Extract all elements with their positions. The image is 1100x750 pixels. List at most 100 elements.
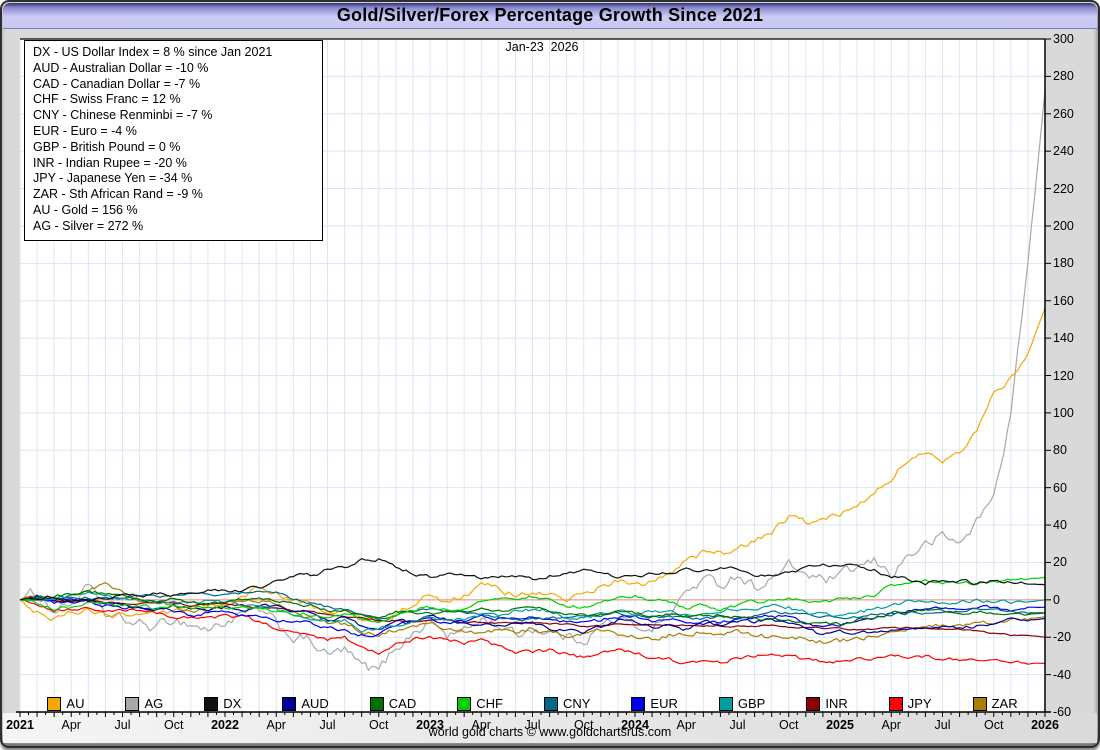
series-line-inr [19,598,1046,638]
x-tick-label-2026: 2026 [1031,718,1059,732]
legend-box-line: JPY - Japanese Yen = -34 % [33,171,193,186]
last-date-label: Jan-23 2026 [505,40,579,54]
x-tick-label-jul: Jul [319,718,336,732]
y-tick-label: 140 [1053,331,1074,346]
legend-swatch-cny [543,696,558,711]
legend-label: CAD [388,696,417,711]
legend-label: GBP [737,696,766,711]
legend-box-line: DX - US Dollar Index = 8 % since Jan 202… [33,45,273,59]
x-tick-label-jul: Jul [934,718,951,732]
x-tick-label-apr: Apr [61,718,81,732]
x-tick-label-apr: Apr [266,718,286,732]
series-line-dx [19,557,1046,603]
legend-item-jpy: JPY [888,696,932,711]
legend-label: ZAR [991,696,1018,711]
x-tick-label-apr: Apr [471,718,491,732]
y-tick-label: 120 [1053,368,1074,383]
legend-swatch-zar [972,696,987,711]
legend-swatch-chf [457,696,472,711]
y-tick-label: 0 [1053,592,1060,607]
legend-label: AU [66,696,85,711]
series-line-jpy [19,599,1046,665]
legend-label: CHF [476,696,503,711]
y-tick-label: 100 [1053,405,1074,420]
legend-box-line: INR - Indian Rupee = -20 % [33,155,187,170]
legend-item-aud: AUD [282,696,329,711]
y-tick-label: 60 [1053,480,1067,495]
x-tick-label-jul: Jul [114,718,131,732]
y-tick-label: 20 [1053,555,1067,570]
x-tick-label-2021: 2021 [6,718,34,732]
summary-legend-box: DX - US Dollar Index = 8 % since Jan 202… [24,40,323,241]
legend-item-dx: DX [204,696,241,711]
legend-swatch-cad [369,696,384,711]
y-tick-label: 300 [1053,32,1074,46]
legend-box-line: ZAR - Sth African Rand = -9 % [33,187,203,202]
series-line-ag [19,91,1046,672]
x-tick-label-oct: Oct [369,718,389,732]
legend-label: EUR [650,696,678,711]
x-tick-label-2022: 2022 [211,718,239,732]
page-title: Gold/Silver/Forex Percentage Growth Sinc… [336,5,764,25]
x-tick-label-2023: 2023 [416,718,444,732]
legend-item-eur: EUR [631,696,678,711]
x-tick-label-apr: Apr [881,718,901,732]
legend-label: INR [825,696,848,711]
x-tick-label-apr: Apr [676,718,696,732]
x-tick-label-oct: Oct [984,718,1004,732]
legend-label: AUD [301,696,329,711]
y-tick-label: 180 [1053,256,1074,271]
series-line-cad [19,589,1046,626]
legend-swatch-aud [282,696,297,711]
legend-item-cad: CAD [369,696,417,711]
legend-item-zar: ZAR [972,696,1018,711]
legend-box-line: AU - Gold = 156 % [33,202,138,217]
y-tick-label: 240 [1053,144,1074,159]
x-tick-label-2024: 2024 [621,718,649,732]
y-tick-label: 160 [1053,293,1074,308]
x-tick-label-oct: Oct [574,718,594,732]
legend-swatch-jpy [888,696,903,711]
series-legend: AU AG DX AUD CAD CHF CNY EUR GBP INR JPY ZAR [20,695,1045,712]
series-line-zar [19,582,1046,644]
legend-swatch-eur [631,696,646,711]
legend-swatch-dx [204,696,219,711]
legend-box-line: CAD - Canadian Dollar = -7 % [33,76,201,91]
y-tick-label: 260 [1053,106,1074,121]
y-tick-label: -60 [1053,705,1072,719]
legend-item-au: AU [47,696,84,711]
legend-swatch-au [47,696,62,711]
legend-label: JPY [907,696,932,711]
legend-box-line: AG - Silver = 272 % [33,218,144,233]
x-tick-label-jul: Jul [729,718,746,732]
y-tick-label: -20 [1053,630,1072,645]
legend-box-line: CNY - Chinese Renminbi = -7 % [33,108,213,123]
x-tick-label-jul: Jul [524,718,541,732]
axis-label-strip [3,713,1097,743]
legend-label: AG [144,696,164,711]
legend-item-ag: AG [125,696,163,711]
x-tick-label-oct: Oct [779,718,799,732]
attribution-footer: world gold charts © www.goldchartsrus.co… [428,725,672,739]
legend-label: CNY [562,696,591,711]
legend-box-line: AUD - Australian Dollar = -10 % [33,60,209,75]
y-tick-label: 200 [1053,218,1074,233]
y-tick-label: 280 [1053,69,1074,84]
legend-swatch-gbp [718,696,733,711]
y-tick-label: 220 [1053,181,1074,196]
y-tick-label: 40 [1053,518,1067,533]
legend-swatch-inr [806,696,821,711]
y-tick-label: -40 [1053,667,1072,682]
legend-item-cny: CNY [543,696,591,711]
y-tick-label: 80 [1053,443,1067,458]
legend-box-line: CHF - Swiss Franc = 12 % [33,92,181,107]
title-bar: Gold/Silver/Forex Percentage Growth Sinc… [3,3,1097,29]
series-line-aud [19,594,1046,636]
legend-box-line: GBP - British Pound = 0 % [33,139,181,154]
legend-label: DX [223,696,242,711]
x-tick-label-2025: 2025 [826,718,854,732]
x-tick-label-oct: Oct [164,718,184,732]
legend-item-gbp: GBP [718,696,766,711]
